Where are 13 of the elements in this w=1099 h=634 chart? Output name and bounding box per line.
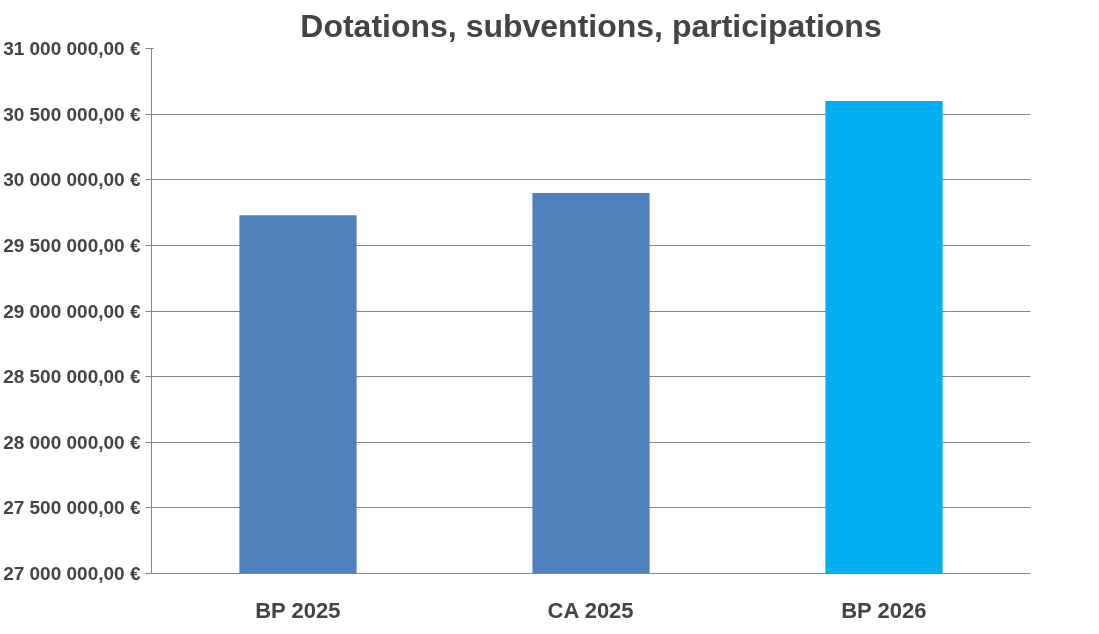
y-tick-label: 30 500 000,00 € [3,103,141,125]
y-tick-label: 31 000 000,00 € [3,38,141,59]
y-tick-label: 29 000 000,00 € [3,300,141,322]
x-tick-label: BP 2025 [255,597,341,623]
y-tick-label: 27 500 000,00 € [3,497,141,519]
chart-title: Dotations, subventions, participations [300,7,882,44]
x-tick-label: CA 2025 [547,597,634,623]
y-tick-label: 28 500 000,00 € [3,366,141,388]
x-tick-label: BP 2026 [841,597,927,623]
y-tick-label: 27 000 000,00 € [3,563,141,584]
y-tick-label: 30 000 000,00 € [3,169,141,191]
y-tick-label: 29 500 000,00 € [3,234,141,256]
y-tick-label: 28 000 000,00 € [3,431,141,453]
